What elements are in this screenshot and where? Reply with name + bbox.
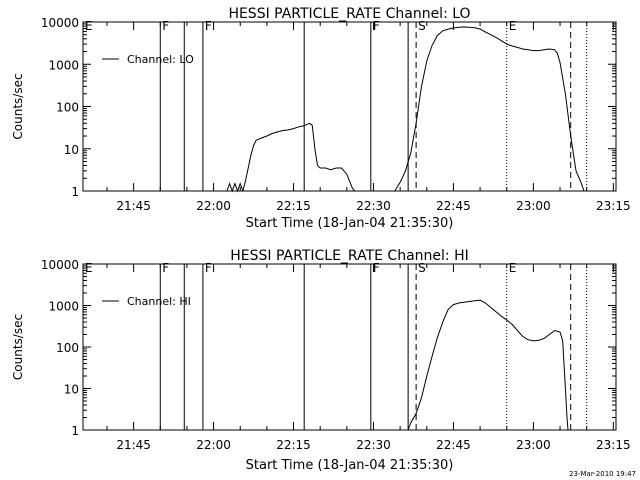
x-tick-label: 22:30 — [356, 199, 391, 213]
y-tick-label: 10000 — [41, 258, 79, 272]
series-line — [407, 299, 569, 431]
x-tick-label: 22:45 — [436, 199, 471, 213]
x-tick-label: 21:45 — [116, 199, 151, 213]
chart-title: HESSI PARTICLE_RATE Channel: HI — [230, 248, 468, 264]
series-line — [242, 122, 318, 192]
x-tick-label: 22:00 — [196, 199, 231, 213]
x-tick-label: 22:15 — [276, 199, 311, 213]
y-tick-label: 10000 — [41, 16, 79, 30]
timestamp-label: 23-Mar-2010 19:47 — [569, 470, 636, 478]
event-marker-label: S — [418, 19, 426, 33]
y-tick-label: 1 — [71, 424, 79, 438]
series-line — [226, 182, 244, 193]
y-tick-label: 10 — [64, 143, 79, 157]
chart-title: HESSI PARTICLE_RATE Channel: LO — [228, 6, 470, 22]
series-line — [317, 165, 356, 192]
y-axis-label: Counts/sec — [11, 73, 25, 139]
y-tick-label: 1000 — [48, 300, 79, 314]
x-tick-label: 23:15 — [596, 438, 631, 452]
x-tick-label: 22:30 — [356, 438, 391, 452]
x-tick-label: 23:15 — [596, 199, 631, 213]
plot-frame — [82, 263, 617, 431]
event-marker-label: F — [373, 19, 380, 33]
x-tick-label: 22:00 — [196, 438, 231, 452]
y-tick-label: 1000 — [48, 58, 79, 72]
x-tick-label: 23:00 — [516, 199, 551, 213]
y-tick-label: 100 — [56, 101, 79, 115]
x-tick-label: 23:00 — [516, 438, 551, 452]
y-tick-label: 100 — [56, 341, 79, 355]
y-tick-label: 10 — [64, 383, 79, 397]
series-line — [394, 26, 585, 192]
event-marker-label: F — [162, 19, 169, 33]
event-marker-label: E — [509, 261, 517, 275]
event-marker-label: E — [85, 19, 93, 33]
y-axis-label: Counts/sec — [11, 314, 25, 380]
legend-entry: Channel: HI — [127, 295, 191, 308]
event-marker-label: E — [509, 19, 517, 33]
event-marker-label: F — [205, 19, 212, 33]
event-marker-label: F — [162, 261, 169, 275]
plot-frame — [82, 21, 617, 192]
event-marker-label: S — [418, 261, 426, 275]
chart-hi-panel: HESSI PARTICLE_RATE Channel: HI Start Tim… — [11, 248, 631, 473]
x-tick-label: 22:45 — [436, 438, 471, 452]
event-marker-label: F — [373, 261, 380, 275]
chart-lo-panel: HESSI PARTICLE_RATE Channel: LO Start Tim… — [11, 6, 631, 231]
x-axis-label: Start Time (18-Jan-04 21:35:30) — [246, 216, 454, 231]
event-marker-label: E — [85, 261, 93, 275]
y-tick-label: 1 — [71, 185, 79, 199]
x-tick-label: 21:45 — [116, 438, 151, 452]
x-tick-label: 22:15 — [276, 438, 311, 452]
legend-entry: Channel: LO — [127, 53, 194, 66]
event-marker-label: F — [205, 261, 212, 275]
x-axis-label: Start Time (18-Jan-04 21:35:30) — [246, 458, 454, 473]
